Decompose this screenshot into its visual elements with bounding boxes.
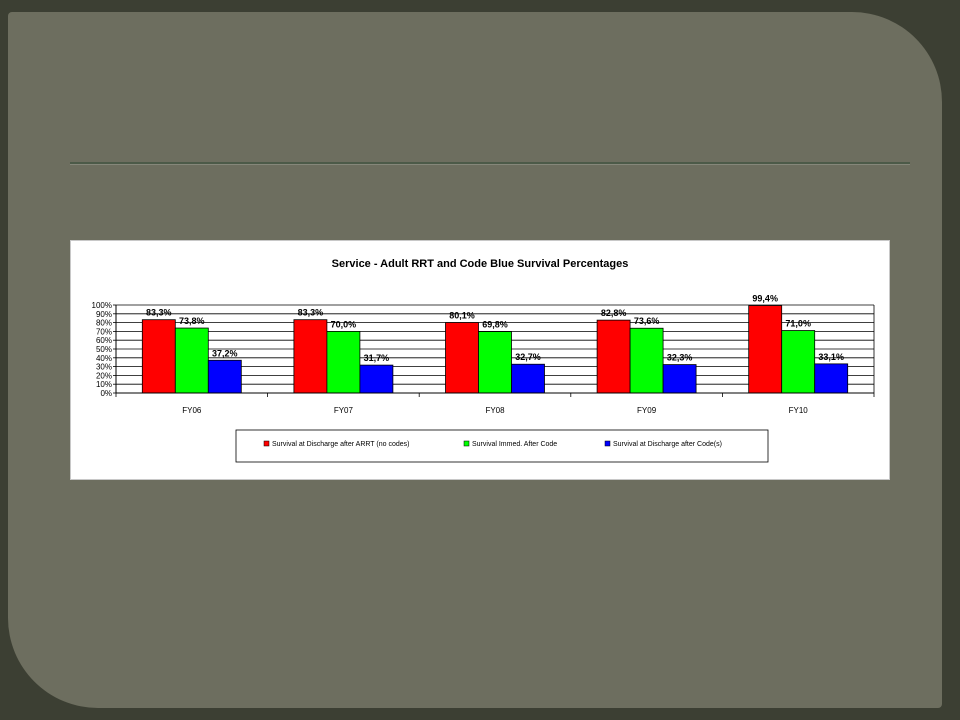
legend-entry: Survival Immed. After Code — [472, 441, 557, 448]
legend: Survival at Discharge after ARRT (no cod… — [235, 429, 769, 463]
data-label: 33,1% — [818, 352, 844, 362]
data-label: 69,8% — [482, 320, 508, 330]
x-tick-label: FY06 — [182, 406, 202, 415]
legend-box — [235, 429, 769, 463]
data-label: 83,3% — [146, 308, 172, 318]
x-tick-label: FY10 — [789, 406, 809, 415]
legend-entry: Survival at Discharge after Code(s) — [613, 441, 722, 448]
data-label: 99,4% — [752, 294, 778, 304]
data-label: 31,7% — [364, 353, 390, 363]
bar-chart: Service - Adult RRT and Code Blue Surviv… — [92, 258, 875, 463]
y-tick-label: 20% — [96, 371, 112, 380]
data-label: 80,1% — [449, 311, 475, 321]
y-tick-label: 40% — [96, 354, 112, 363]
data-label: 32,3% — [667, 353, 693, 363]
x-tick-label: FY08 — [485, 406, 505, 415]
data-label: 71,0% — [785, 319, 811, 329]
y-tick-label: 70% — [96, 327, 112, 336]
bar — [478, 331, 512, 394]
data-label: 37,2% — [212, 348, 238, 358]
bar — [814, 363, 849, 394]
y-tick-label: 90% — [96, 310, 112, 319]
legend-swatch — [604, 440, 611, 447]
data-labels: 83,3% 73,8% 37,2% 83,3% 70,0% 31,7% 80,1% 69,8%… — [146, 294, 844, 364]
bar — [326, 331, 361, 394]
chart-title: Service - Adult RRT and Code Blue Surviv… — [332, 258, 629, 270]
bar — [511, 363, 545, 394]
title-divider — [70, 162, 910, 164]
data-label: 70,0% — [331, 319, 357, 329]
data-label: 73,8% — [179, 316, 205, 326]
x-tick-label: FY09 — [637, 406, 657, 415]
bar — [141, 319, 176, 394]
y-tick-label: 100% — [92, 301, 112, 310]
data-label: 73,6% — [634, 316, 660, 326]
data-label: 32,7% — [515, 352, 541, 362]
legend-swatch — [263, 440, 270, 447]
bar — [359, 364, 394, 394]
legend-swatch — [463, 440, 470, 447]
y-tick-label: 30% — [96, 363, 112, 372]
legend-entry: Survival at Discharge after ARRT (no cod… — [272, 441, 409, 448]
bar — [174, 327, 209, 394]
data-label: 83,3% — [298, 308, 324, 318]
y-axis: 0%10%20%30%40%50%60%70%80%90%100% — [92, 301, 875, 398]
data-label: 82,8% — [601, 308, 627, 318]
bar — [293, 319, 328, 394]
bar — [596, 319, 631, 394]
y-tick-label: 50% — [96, 345, 112, 354]
y-tick-label: 60% — [96, 336, 112, 345]
grid-lines — [116, 304, 874, 394]
bar — [629, 327, 664, 394]
y-tick-label: 0% — [100, 389, 112, 398]
chart-frame: Service - Adult RRT and Code Blue Surviv… — [70, 240, 890, 480]
x-axis: FY06 FY07 FY08 FY09 FY10 — [115, 392, 875, 415]
y-tick-label: 10% — [96, 380, 112, 389]
x-tick-label: FY07 — [334, 406, 354, 415]
bar — [207, 359, 242, 394]
y-tick-label: 80% — [96, 319, 112, 328]
bar — [445, 322, 479, 394]
bar — [748, 305, 783, 394]
bar — [781, 330, 816, 394]
bar — [662, 364, 697, 394]
bars — [141, 305, 849, 394]
